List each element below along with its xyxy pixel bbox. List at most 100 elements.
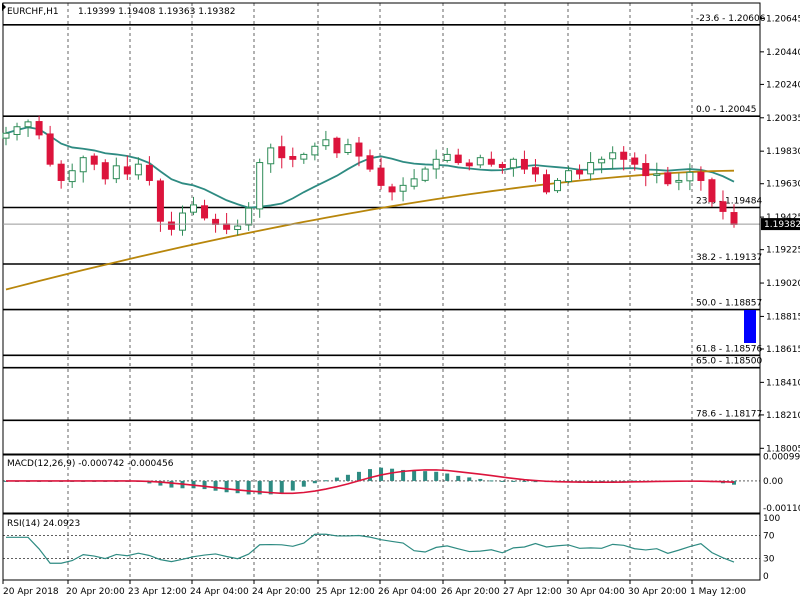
- fib-level-label: 23.6 - 1.19484: [696, 196, 762, 206]
- macd-bar: [511, 480, 516, 482]
- candle-body: [697, 171, 705, 181]
- candle-body: [57, 163, 65, 181]
- candle-body: [289, 156, 297, 160]
- candle-body: [90, 155, 98, 165]
- candle-body: [46, 133, 54, 165]
- macd-bar: [412, 470, 417, 481]
- macd-bar: [246, 480, 251, 495]
- candle-body: [554, 179, 562, 192]
- price-tick-label: 1.18815: [766, 312, 800, 322]
- macd-vertical-grid: [67, 455, 693, 513]
- price-tick-label: 1.19020: [766, 279, 800, 289]
- candle-body: [598, 158, 606, 164]
- macd-bar: [423, 471, 428, 481]
- macd-bar: [500, 480, 505, 482]
- price-tick-label: 1.20440: [766, 48, 800, 58]
- candle-body: [686, 171, 694, 182]
- rsi-label: RSI(14) 24.0923: [7, 519, 80, 529]
- fib-level-label: 0.0 - 1.20045: [696, 105, 757, 115]
- macd-bar: [290, 480, 295, 491]
- fibonacci-levels[interactable]: -23.6 - 1.20606 0.0 - 1.20045 23.6 - 1.194…: [3, 14, 766, 422]
- candle-body: [542, 174, 550, 193]
- macd-bar: [213, 480, 218, 491]
- time-label: 24 Apr 20:00: [252, 587, 311, 597]
- candle-body: [234, 225, 242, 231]
- candle-body: [719, 201, 727, 212]
- candle-body: [79, 157, 87, 173]
- price-tick-label: 1.20035: [766, 114, 800, 124]
- candle-body: [145, 164, 153, 181]
- macd-bar: [467, 477, 472, 481]
- macd-tick-label: 0.00: [763, 477, 783, 487]
- candle-body: [123, 166, 131, 175]
- macd-bar: [401, 469, 406, 481]
- candle-body: [167, 221, 175, 230]
- candle-body: [35, 121, 43, 136]
- macd-bar: [345, 474, 350, 481]
- candle-body: [156, 180, 164, 222]
- candle-body: [355, 142, 363, 157]
- candle-body: [421, 168, 429, 181]
- macd-bar: [434, 471, 439, 481]
- blue-marker: [744, 310, 756, 343]
- candlesticks: [2, 115, 738, 236]
- candle-body: [344, 144, 352, 154]
- price-tick-label: 1.19630: [766, 180, 800, 190]
- candle-body: [576, 169, 584, 175]
- macd-bar: [478, 478, 483, 481]
- macd-bar: [533, 480, 538, 483]
- macd-bar: [356, 471, 361, 481]
- candle-body: [256, 162, 264, 210]
- rsi-pane[interactable]: RSI(14) 24.0923 100 70 30 0: [2, 513, 780, 582]
- macd-bar: [257, 480, 262, 495]
- candle-body: [476, 157, 484, 166]
- macd-bar: [202, 480, 207, 490]
- price-axis: 1.20645 1.20440 1.20240 1.20035 1.19830 1.196…: [759, 3, 800, 580]
- symbol-label: EURCHF,H1: [7, 7, 59, 17]
- price-pane[interactable]: -23.6 - 1.20606 0.0 - 1.20045 23.6 - 1.194…: [2, 2, 766, 455]
- macd-bar: [456, 475, 461, 481]
- time-label: 26 Apr 04:00: [378, 587, 437, 597]
- time-label: 26 Apr 20:00: [441, 587, 500, 597]
- candle-body: [487, 158, 495, 165]
- macd-label: MACD(12,26,9) -0.000742 -0.000456: [7, 459, 174, 469]
- candle-body: [498, 164, 506, 168]
- price-tick-label: 1.20645: [766, 14, 800, 24]
- fib-level-label: -23.6 - 1.20606: [696, 14, 766, 24]
- macd-bar: [235, 480, 240, 494]
- candle-body: [190, 204, 198, 213]
- candle-body: [664, 172, 672, 185]
- moving-average-slow: [5, 169, 735, 291]
- candle-body: [178, 212, 186, 231]
- time-label: 20 Apr 20:00: [66, 587, 125, 597]
- candle-body: [377, 167, 385, 186]
- candle-body: [245, 207, 253, 226]
- fib-level-label: 38.2 - 1.19137: [696, 253, 762, 263]
- macd-tick-label: -0.00110: [763, 504, 800, 514]
- candle-body: [322, 139, 330, 147]
- macd-bar: [489, 480, 494, 482]
- candle-body: [223, 223, 231, 230]
- expand-icon[interactable]: [2, 3, 6, 11]
- price-tick-label: 1.19830: [766, 147, 800, 157]
- macd-bar: [158, 480, 163, 486]
- macd-bar: [279, 480, 284, 494]
- macd-pane[interactable]: MACD(12,26,9) -0.000742 -0.000456 0.0009…: [2, 452, 800, 514]
- rsi-tick-label: 0: [763, 572, 769, 582]
- time-axis: 20 Apr 2018 20 Apr 20:00 23 Apr 12:00 24 Ap…: [2, 580, 746, 597]
- macd-bar: [445, 473, 450, 481]
- macd-bar: [301, 480, 306, 487]
- macd-bar: [224, 480, 229, 493]
- candle-body: [134, 163, 142, 176]
- candle-body: [675, 179, 683, 183]
- candle-body: [653, 173, 661, 176]
- candle-body: [278, 146, 286, 159]
- macd-bar: [312, 480, 317, 484]
- rsi-tick-label: 100: [763, 514, 780, 524]
- price-tick-label: 1.18615: [766, 345, 800, 355]
- macd-bar: [522, 480, 527, 482]
- candle-body: [410, 178, 418, 187]
- fib-level-label: 61.8 - 1.18576: [696, 344, 762, 354]
